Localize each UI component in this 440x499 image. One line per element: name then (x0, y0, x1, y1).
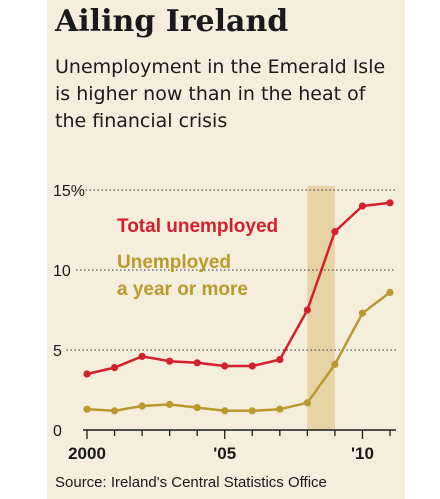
series-line-total (86, 201, 391, 376)
data-point (138, 352, 146, 360)
data-point (193, 359, 201, 367)
data-point (276, 356, 284, 364)
data-point (358, 202, 367, 210)
chart-panel: Ailing Ireland Unemployment in the Emera… (47, 0, 405, 499)
legend-longterm-line2: a year or more (117, 279, 248, 300)
legend-longterm-line1: Unemployed (117, 252, 231, 273)
data-point (358, 309, 367, 317)
line-chart: 0 5 10 15% 2000 '05 '10 Total unemployed Unem… (53, 183, 396, 463)
data-point (110, 364, 119, 372)
data-point (83, 370, 91, 378)
grid-lines (66, 189, 396, 351)
data-point (386, 199, 394, 207)
data-point (110, 407, 119, 415)
data-point (83, 405, 91, 413)
x-tick-label: 2000 (68, 444, 106, 463)
y-tick-label: 0 (53, 423, 62, 440)
data-point (303, 306, 311, 314)
x-tick-labels: 2000 '05 '10 (68, 444, 374, 463)
data-point (166, 357, 174, 365)
y-tick-labels: 0 5 10 15% (53, 183, 85, 440)
data-point (331, 360, 339, 368)
chart-title: Ailing Ireland (55, 4, 289, 39)
y-tick-label: 10 (53, 263, 71, 280)
data-point (303, 399, 311, 407)
data-point (276, 405, 284, 413)
data-point (166, 400, 174, 408)
data-point (221, 407, 229, 415)
data-point (221, 362, 229, 370)
series-points (83, 199, 394, 415)
data-point (193, 404, 201, 412)
data-point (331, 228, 339, 236)
source-note: Source: Ireland's Central Statistics Off… (55, 474, 327, 491)
y-tick-label: 5 (53, 343, 62, 360)
recession-shade (307, 186, 335, 430)
data-point (248, 407, 256, 415)
x-tick-label: '05 (213, 444, 236, 463)
series-lines (86, 201, 391, 413)
x-ticks (86, 430, 391, 439)
x-tick-label: '10 (351, 444, 374, 463)
data-point (386, 288, 394, 296)
legend-total-unemployed: Total unemployed (117, 216, 278, 237)
series-line-longterm (86, 291, 391, 413)
y-tick-label: 15% (53, 183, 85, 200)
chart-subtitle: Unemployment in the Emerald Isle is high… (55, 56, 386, 132)
data-point (248, 362, 256, 370)
data-point (138, 402, 146, 410)
